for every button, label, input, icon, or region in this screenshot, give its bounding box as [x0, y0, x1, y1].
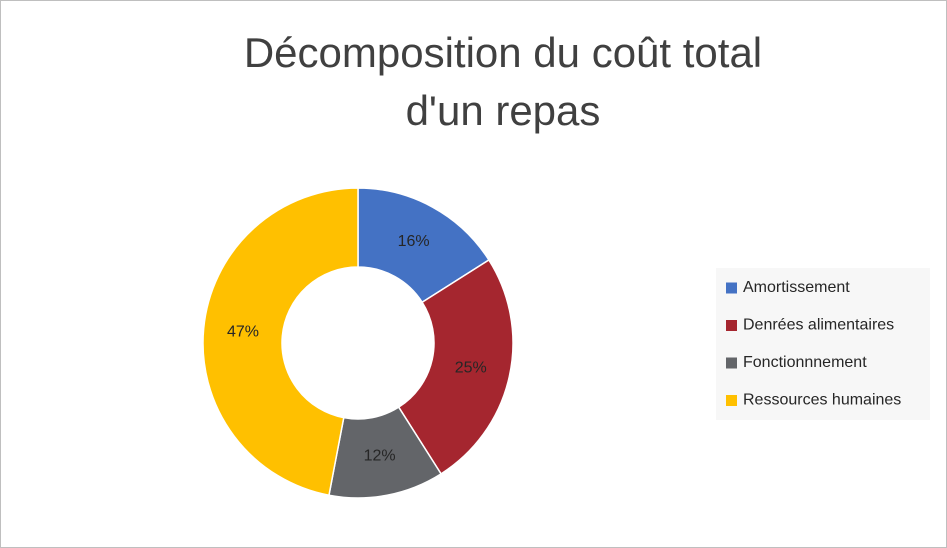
data-label: 25%	[455, 359, 487, 376]
legend-label: Amortissement	[743, 279, 850, 296]
legend-label: Denrées alimentaires	[743, 317, 894, 334]
donut-slice	[202, 187, 359, 497]
legend-swatch	[726, 282, 737, 294]
chart-title: Décomposition du coût total d'un repas	[243, 29, 763, 134]
data-label: 16%	[398, 233, 430, 250]
legend-swatch	[726, 357, 737, 369]
legend-swatch	[726, 395, 737, 406]
legend-label: Ressources humaines	[743, 392, 901, 409]
legend-swatch	[726, 320, 737, 331]
donut-slice	[397, 258, 514, 475]
data-label: 12%	[364, 448, 396, 465]
legend-box	[716, 268, 930, 420]
donut-slice	[357, 187, 490, 304]
legend-label: Fonctionnnement	[743, 354, 867, 371]
data-label: 47%	[227, 323, 259, 340]
